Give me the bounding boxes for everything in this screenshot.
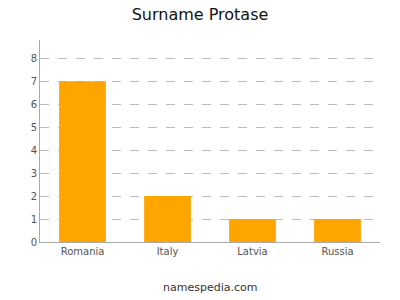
svg-text:8: 8 xyxy=(31,53,37,64)
svg-text:namespedia.com: namespedia.com xyxy=(163,281,257,294)
svg-text:Russia: Russia xyxy=(321,246,353,257)
svg-text:Italy: Italy xyxy=(157,246,179,257)
svg-text:3: 3 xyxy=(31,168,37,179)
svg-text:5: 5 xyxy=(31,122,37,133)
svg-text:Latvia: Latvia xyxy=(237,246,267,257)
svg-text:Romania: Romania xyxy=(61,246,105,257)
svg-text:4: 4 xyxy=(31,145,37,156)
svg-text:Surname Protase: Surname Protase xyxy=(132,5,269,24)
svg-text:1: 1 xyxy=(31,214,37,225)
svg-text:7: 7 xyxy=(31,76,37,87)
svg-text:2: 2 xyxy=(31,191,37,202)
svg-text:0: 0 xyxy=(31,237,37,248)
svg-text:6: 6 xyxy=(31,99,37,110)
